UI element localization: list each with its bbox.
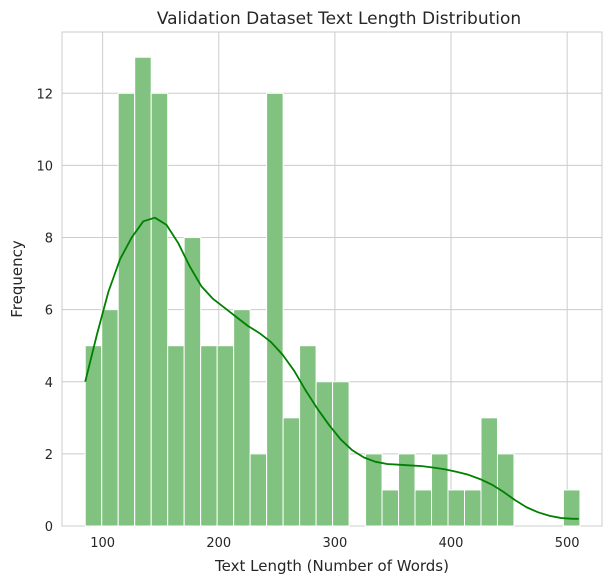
x-axis-label: Text Length (Number of Words) [214, 557, 449, 575]
histogram-bar-22 [447, 489, 466, 527]
kde-curve [84, 216, 579, 520]
histogram-bar-14 [315, 381, 334, 527]
histogram-bar-25 [496, 453, 515, 527]
histogram-bar-13 [299, 345, 317, 527]
histogram-bar-1 [101, 309, 119, 527]
x-tick-labels: 100 200 300 400 500 [90, 536, 579, 551]
histogram-bar-3 [134, 56, 152, 527]
y-tick-label-6: 12 [36, 87, 53, 102]
histogram-bar-24 [480, 417, 498, 527]
kde-curve-group [84, 216, 579, 520]
y-tick-labels: 0 2 4 6 8 10 12 [36, 87, 53, 535]
y-axis-label: Frequency [8, 240, 26, 318]
histogram-bar-8 [216, 345, 235, 527]
y-tick-label-1: 2 [45, 448, 53, 463]
histogram-bar-18 [381, 489, 400, 527]
histogram-bar-9 [233, 309, 251, 527]
histogram-bars [84, 56, 581, 527]
histogram-bar-17 [365, 453, 383, 527]
histogram-bar-15 [332, 381, 350, 527]
y-tick-label-3: 6 [45, 304, 53, 319]
histogram-bar-5 [167, 345, 185, 527]
x-tick-label-2: 300 [322, 536, 347, 551]
x-tick-label-4: 500 [555, 536, 580, 551]
histogram-bar-10 [249, 453, 268, 527]
histogram-bar-29 [562, 489, 581, 527]
histogram-bar-20 [414, 489, 433, 527]
chart-title: Validation Dataset Text Length Distribut… [157, 9, 521, 29]
y-tick-label-5: 10 [36, 159, 53, 174]
x-tick-label-3: 400 [439, 536, 464, 551]
histogram-bar-21 [431, 453, 449, 527]
histogram-bar-23 [464, 489, 482, 527]
histogram-bar-4 [150, 92, 169, 527]
y-tick-label-0: 0 [45, 520, 53, 535]
histogram-bar-11 [266, 92, 284, 527]
y-tick-label-4: 8 [45, 232, 53, 247]
x-tick-label-0: 100 [90, 536, 115, 551]
y-tick-label-2: 4 [45, 376, 53, 391]
histogram-bar-7 [200, 345, 218, 527]
histogram-bar-12 [282, 417, 301, 527]
histogram-bar-2 [117, 92, 136, 527]
x-tick-label-1: 200 [206, 536, 231, 551]
